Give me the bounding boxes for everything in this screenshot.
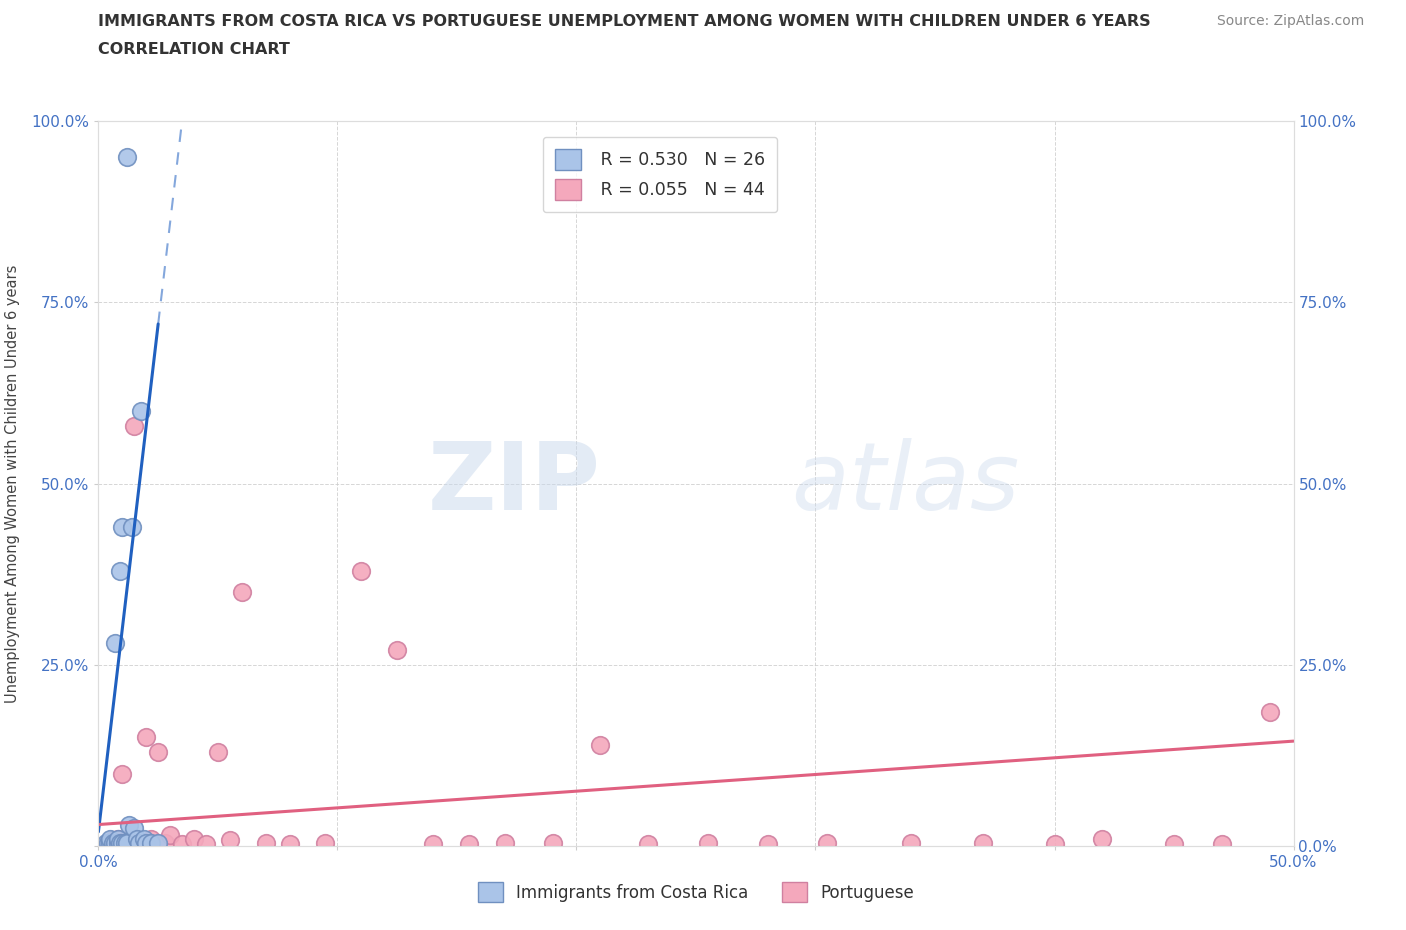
Point: [207, 745, 229, 760]
Point: [1043, 837, 1066, 852]
Point: [111, 835, 134, 850]
Point: [118, 837, 141, 852]
Text: ZIP: ZIP: [427, 438, 600, 529]
Point: [231, 585, 253, 600]
Point: [108, 835, 131, 850]
Point: [972, 835, 994, 850]
Point: [111, 520, 134, 535]
Point: [107, 835, 129, 850]
Point: [637, 837, 659, 852]
Point: [104, 837, 127, 852]
Point: [194, 837, 218, 852]
Text: Source: ZipAtlas.com: Source: ZipAtlas.com: [1216, 14, 1364, 28]
Point: [155, 835, 177, 850]
Point: [1163, 837, 1185, 852]
Point: [125, 835, 148, 850]
Legend: Immigrants from Costa Rica, Portuguese: Immigrants from Costa Rica, Portuguese: [470, 873, 922, 910]
Point: [107, 831, 129, 846]
Point: [104, 636, 127, 651]
Point: [148, 745, 170, 760]
Text: IMMIGRANTS FROM COSTA RICA VS PORTUGUESE UNEMPLOYMENT AMONG WOMEN WITH CHILDREN : IMMIGRANTS FROM COSTA RICA VS PORTUGUESE…: [98, 14, 1152, 29]
Point: [115, 150, 138, 165]
Point: [278, 837, 301, 852]
Point: [111, 766, 134, 781]
Point: [159, 828, 181, 843]
Point: [114, 835, 136, 850]
Point: [101, 835, 124, 850]
Point: [219, 833, 242, 848]
Point: [125, 831, 148, 846]
Point: [1211, 837, 1233, 852]
Point: [900, 835, 922, 850]
Point: [104, 835, 127, 850]
Point: [183, 831, 205, 846]
Point: [315, 835, 337, 850]
Point: [139, 831, 162, 846]
Point: [124, 821, 146, 836]
Point: [101, 833, 124, 848]
Text: CORRELATION CHART: CORRELATION CHART: [98, 42, 290, 57]
Point: [350, 564, 373, 578]
Point: [756, 837, 779, 852]
Point: [385, 643, 409, 658]
Point: [1258, 705, 1281, 720]
Point: [135, 835, 157, 850]
Point: [131, 404, 153, 418]
Point: [589, 737, 612, 752]
Point: [107, 831, 129, 846]
Point: [458, 837, 481, 852]
Point: [1091, 831, 1114, 846]
Point: [115, 835, 138, 850]
Point: [541, 835, 564, 850]
Point: [135, 730, 157, 745]
Point: [139, 835, 162, 850]
Point: [108, 564, 131, 578]
Point: [815, 835, 838, 850]
Point: [422, 837, 444, 852]
Point: [131, 837, 153, 852]
Point: [98, 831, 122, 846]
Point: [108, 835, 131, 850]
Point: [697, 835, 720, 850]
Point: [118, 817, 141, 832]
Point: [172, 837, 194, 852]
Point: [128, 835, 150, 850]
Y-axis label: Unemployment Among Women with Children Under 6 years: Unemployment Among Women with Children U…: [6, 264, 20, 703]
Point: [148, 835, 170, 850]
Point: [132, 831, 155, 846]
Point: [94, 835, 117, 850]
Point: [494, 835, 516, 850]
Text: atlas: atlas: [792, 438, 1019, 529]
Point: [97, 835, 120, 850]
Point: [98, 835, 122, 850]
Point: [97, 835, 120, 850]
Point: [124, 418, 146, 433]
Point: [121, 520, 143, 535]
Point: [114, 835, 136, 850]
Point: [115, 831, 138, 846]
Point: [254, 835, 277, 850]
